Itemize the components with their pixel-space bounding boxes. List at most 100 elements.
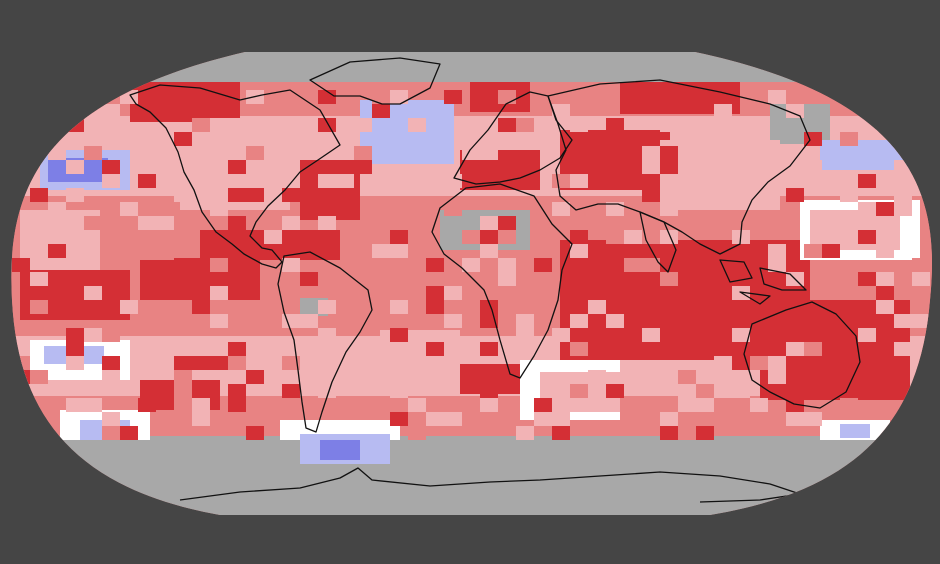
anomaly-cell-warmer xyxy=(642,328,660,342)
anomaly-cell-warmer xyxy=(534,412,552,426)
anomaly-cell-warmer xyxy=(210,188,228,202)
anomaly-cell-warmer xyxy=(282,258,300,272)
anomaly-cell-warmer xyxy=(714,146,732,160)
anomaly-cell-record-warmest xyxy=(552,426,570,440)
anomaly-cell-warmer xyxy=(84,328,102,342)
anomaly-cell-much-warmer xyxy=(534,286,552,300)
anomaly-cell-warmer xyxy=(174,188,192,202)
anomaly-cell-much-warmer xyxy=(174,398,192,412)
anomaly-cell-warmer xyxy=(390,370,408,384)
anomaly-cell-warmer xyxy=(786,412,804,426)
anomaly-cell-warmer xyxy=(714,356,732,370)
anomaly-cell-record-warmest xyxy=(714,342,732,356)
anomaly-cell-record-warmest xyxy=(174,272,192,286)
anomaly-cell-record-warmest xyxy=(12,398,30,412)
anomaly-cell-warmer xyxy=(678,384,696,398)
anomaly-cell-much-warmer xyxy=(246,398,264,412)
anomaly-cell-warmer xyxy=(282,216,300,230)
anomaly-cell-record-warmest xyxy=(894,104,912,118)
anomaly-cell-record-warmest xyxy=(876,286,894,300)
anomaly-cell-much-warmer xyxy=(246,146,264,160)
anomaly-cell-warmer xyxy=(228,118,246,132)
anomaly-cell-warmer xyxy=(516,132,534,146)
anomaly-cell-record-warmest xyxy=(660,146,678,160)
anomaly-cell-warmer xyxy=(570,118,588,132)
anomaly-cell-record-warmest xyxy=(570,146,588,160)
anomaly-cell-warmer xyxy=(408,398,426,412)
anomaly-cell-warmer xyxy=(246,118,264,132)
anomaly-cell-warmer xyxy=(210,286,228,300)
anomaly-cell-record-warmest xyxy=(372,104,390,118)
anomaly-cell-warmer xyxy=(84,286,102,300)
anomaly-cell-warmer xyxy=(444,314,462,328)
anomaly-cell-warmer xyxy=(336,174,354,188)
anomaly-cell-record-warmest xyxy=(606,300,624,314)
anomaly-cell-warmer xyxy=(732,384,750,398)
anomaly-cell-warmer xyxy=(552,104,570,118)
anomaly-cell-warmer xyxy=(570,244,588,258)
anomaly-cell-record-warmest xyxy=(858,230,876,244)
anomaly-cell-warmer xyxy=(696,174,714,188)
anomaly-cell-record-warmest xyxy=(210,356,228,370)
anomaly-cell-record-warmest xyxy=(714,328,732,342)
anomaly-cell-much-warmer xyxy=(408,426,426,440)
anomaly-cell-warmer xyxy=(552,202,570,216)
anomaly-cell-record-warmest xyxy=(570,230,588,244)
anomaly-cell-warmer xyxy=(876,118,894,132)
anomaly-cell-warmer xyxy=(804,412,822,426)
anomaly-cell-warmer xyxy=(156,342,174,356)
anomaly-cell-warmer xyxy=(714,104,732,118)
anomaly-cell-warmer xyxy=(66,398,84,412)
india-coast xyxy=(639,211,677,273)
north-america-coast xyxy=(129,84,341,269)
anomaly-cell-record-warmest xyxy=(12,370,30,384)
anomaly-cell-warmer xyxy=(318,174,336,188)
anomaly-cell-record-warmest xyxy=(282,384,300,398)
anomaly-cell-warmer xyxy=(858,328,876,342)
anomaly-cell-record-warmest xyxy=(30,104,48,118)
anomaly-cell-warmer xyxy=(912,174,930,188)
anomaly-cell-warmer xyxy=(768,356,786,370)
anomaly-cell-warmer xyxy=(192,412,210,426)
anomaly-cell-warmer xyxy=(372,244,390,258)
anomaly-cell-record-warmest xyxy=(534,258,552,272)
anomaly-cell-warmer xyxy=(642,160,660,174)
anomaly-cell-warmer xyxy=(624,230,642,244)
anomaly-cell-record-warmest xyxy=(804,370,822,384)
anomaly-cell-warmer xyxy=(516,314,534,328)
anomaly-cell-record-warmest xyxy=(822,300,840,314)
anomaly-cell-record-warmest xyxy=(624,244,642,258)
anomaly-cell-warmer xyxy=(606,202,624,216)
anomaly-cell-warmer xyxy=(768,370,786,384)
anomaly-cell-warmer xyxy=(66,356,84,370)
anomaly-cell-warmer xyxy=(894,314,912,328)
anomaly-cell-much-warmer xyxy=(462,398,480,412)
anomaly-cell-record-warmest xyxy=(426,342,444,356)
anomaly-cell-warmer xyxy=(390,174,408,188)
anomaly-cell-record-warmest xyxy=(480,300,498,314)
anomaly-cell-warmer xyxy=(660,230,678,244)
anomaly-cell-warmer xyxy=(786,104,804,118)
anomaly-cell-record-warmest xyxy=(192,258,210,272)
anomaly-cell-warmer xyxy=(192,398,210,412)
anomaly-cell-record-warmest xyxy=(300,272,318,286)
anomaly-cell-warmer xyxy=(318,216,336,230)
anomaly-cell-record-warmest xyxy=(102,356,120,370)
anomaly-cell-record-warmest xyxy=(804,356,822,370)
anomaly-cell-warmer xyxy=(426,412,444,426)
anomaly-cell-warmer xyxy=(678,398,696,412)
anomaly-cell-warmer xyxy=(444,286,462,300)
anomaly-cell-warmer xyxy=(102,370,120,384)
anomaly-cell-much-warmer xyxy=(264,300,282,314)
anomaly-cell-record-warmest xyxy=(678,328,696,342)
anomaly-cell-much-warmer xyxy=(498,230,516,244)
anomaly-cell-record-warmest xyxy=(228,342,246,356)
anomaly-cell-warmer xyxy=(660,202,678,216)
anomaly-cell-warmer xyxy=(210,202,228,216)
anomaly-cell-warmer xyxy=(30,272,48,286)
anomaly-cell-much-warmer xyxy=(408,272,426,286)
anomaly-cell-record-warmest xyxy=(138,398,156,412)
